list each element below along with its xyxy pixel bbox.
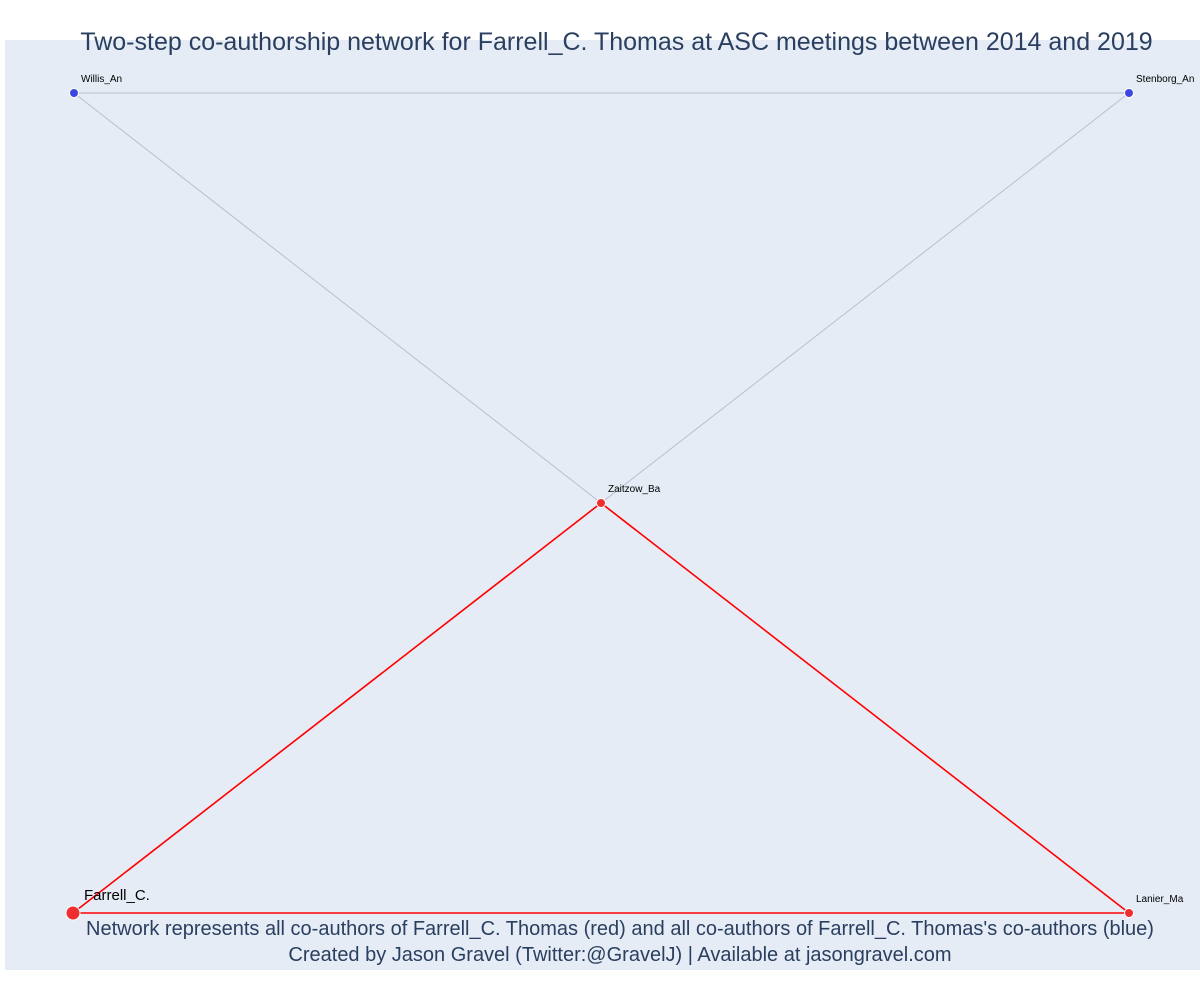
nodes-layer	[65, 88, 1134, 921]
node-Zaitzow_Ba[interactable]	[596, 498, 606, 508]
node-label-Farrell_C.: Farrell_C.	[84, 887, 150, 904]
node-Willis_An[interactable]	[69, 88, 79, 98]
node-Stenborg_An[interactable]	[1124, 88, 1134, 98]
node-Lanier_Ma[interactable]	[1124, 908, 1134, 918]
node-Farrell_C.[interactable]	[65, 905, 81, 921]
edges-layer	[72, 92, 1130, 914]
edge-Stenborg_An-Zaitzow_Ba	[600, 92, 1130, 504]
caption-line-2: Created by Jason Gravel (Twitter:@Gravel…	[288, 944, 952, 966]
edge-Zaitzow_Ba-Lanier_Ma	[600, 502, 1130, 914]
chart-title: Two-step co-authorship network for Farre…	[80, 28, 1153, 56]
node-label-Lanier_Ma: Lanier_Ma	[1136, 894, 1184, 905]
node-label-Willis_An: Willis_An	[81, 74, 122, 85]
edge-Farrell_C.-Zaitzow_Ba	[72, 502, 602, 914]
labels-layer: Willis_An Stenborg_An Zaitzow_Ba Farrell_C.…	[81, 74, 1194, 905]
caption-line-1: Network represents all co-authors of Far…	[86, 918, 1154, 940]
edge-Willis_An-Zaitzow_Ba	[73, 92, 602, 504]
node-label-Zaitzow_Ba: Zaitzow_Ba	[608, 484, 661, 495]
node-label-Stenborg_An: Stenborg_An	[1136, 74, 1194, 85]
